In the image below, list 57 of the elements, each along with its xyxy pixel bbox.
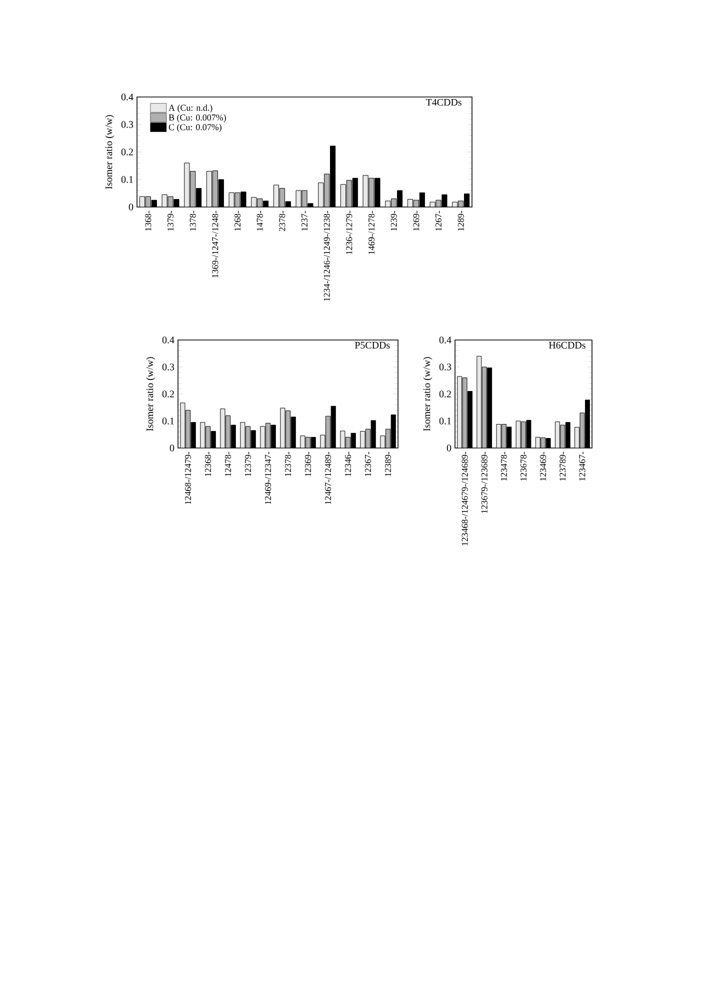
- x-tick-label: 1378-: [190, 210, 196, 231]
- x-tick-label: 12468-/12479-: [184, 452, 192, 504]
- y-tick-label: 0.4: [162, 336, 174, 344]
- x-tick-label: 1267-: [435, 210, 442, 231]
- legend-label: A (Cu: n.d.): [168, 104, 212, 113]
- x-tick-label: 1236-/1279-: [346, 210, 352, 254]
- y-tick-label: 0.1: [121, 176, 133, 183]
- y-tick-label: 0.2: [162, 390, 174, 398]
- y-axis-title: Isomer ratio (w/w): [146, 357, 156, 431]
- x-tick-label: 12389-: [384, 452, 392, 476]
- x-tick-label: 12478-: [224, 452, 232, 476]
- x-tick-label: 1237-: [301, 210, 308, 231]
- x-tick-label: 12369-: [304, 452, 312, 476]
- x-tick-label: 1379-: [167, 210, 174, 231]
- x-tick-label: 123679-/123689-: [481, 452, 488, 514]
- y-axis-title: Isomer ratio (w/w): [423, 357, 432, 431]
- x-tick-label: 12467-/12489-: [324, 452, 332, 504]
- chart-title: H6CDDs: [548, 342, 586, 349]
- x-tick-label: 1289-: [458, 210, 464, 231]
- x-tick-label: 12378-: [284, 452, 292, 476]
- x-tick-label: 1234-/1246-/1249-/1238-: [324, 210, 330, 301]
- y-tick-label: 0.2: [121, 148, 133, 156]
- legend-label: B (Cu: 0.007%): [168, 114, 226, 122]
- x-tick-label: 123789-: [560, 452, 566, 481]
- x-tick-label: 1269-: [413, 210, 420, 231]
- y-tick-label: 0.4: [121, 94, 134, 100]
- x-tick-label: 1478-: [256, 210, 263, 231]
- y-tick-label: 0: [446, 444, 452, 452]
- x-tick-label: 12346-: [344, 452, 352, 476]
- x-tick-label: 2378-: [279, 210, 286, 232]
- y-tick-label: 0.4: [439, 336, 452, 344]
- x-tick-label: 1369-/1247-/1248-: [212, 210, 218, 278]
- chart-title: T4CDDs: [426, 98, 462, 106]
- x-tick-label: 123469-: [540, 452, 546, 481]
- x-tick-label: 1268-: [234, 210, 241, 231]
- x-tick-label: 123468-/124679-/124689-: [462, 452, 468, 546]
- x-tick-label: 12469-/12347-: [264, 452, 272, 504]
- x-tick-label: 12367-: [364, 452, 372, 476]
- y-tick-label: 0.3: [121, 121, 134, 128]
- y-axis-title: Isomer ratio (w/w): [105, 115, 114, 189]
- y-tick-label: 0.1: [439, 418, 451, 424]
- x-tick-label: 12368-: [204, 452, 212, 476]
- chart-title: P5CDDs: [354, 342, 390, 349]
- y-tick-label: 0: [128, 204, 134, 210]
- x-tick-label: 1469-/1278-: [368, 210, 375, 254]
- y-tick-label: 0.1: [162, 418, 174, 424]
- x-tick-label: 123478-: [500, 452, 507, 481]
- x-tick-label: 12379-: [244, 452, 252, 476]
- y-tick-label: 0: [170, 444, 174, 452]
- x-tick-label: 1368-: [145, 210, 152, 231]
- x-tick-label: 123467-: [579, 452, 586, 481]
- y-tick-label: 0.2: [439, 390, 451, 398]
- y-tick-label: 0.3: [162, 364, 174, 370]
- x-tick-label: 1239-: [390, 210, 397, 231]
- legend-label: C (Cu: 0.07%): [168, 124, 222, 132]
- y-tick-label: 0.3: [439, 364, 452, 370]
- x-tick-label: 123678-: [520, 452, 527, 481]
